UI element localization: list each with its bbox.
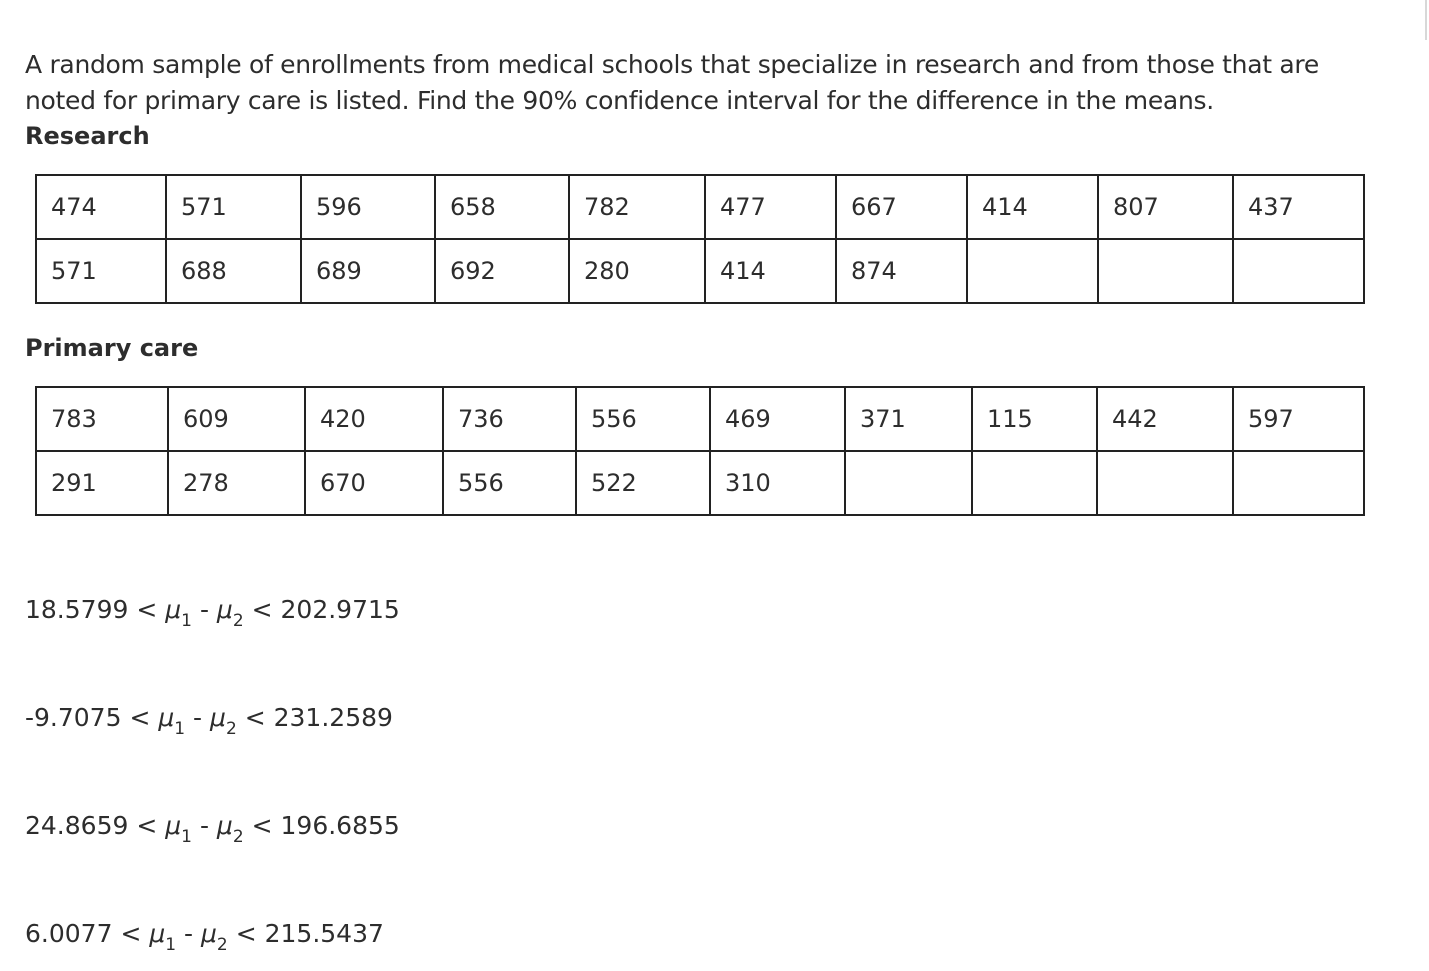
less-than: < [129, 703, 151, 732]
table-cell: 310 [709, 450, 846, 516]
table-cell: 783 [35, 386, 169, 452]
table-cell: 371 [844, 386, 973, 452]
minus: - [199, 595, 209, 624]
subscript: 2 [232, 611, 244, 631]
table-cell: 556 [442, 450, 577, 516]
table-cell: 278 [167, 450, 306, 516]
answer-option[interactable]: 24.8659 < μ1 - μ2 < 196.6855 [25, 811, 400, 847]
lower-bound: -9.7075 [25, 703, 122, 732]
scrollbar[interactable] [1425, 0, 1427, 40]
upper-bound: 196.6855 [280, 811, 400, 840]
less-than: < [251, 811, 273, 840]
table-cell: 782 [568, 174, 706, 240]
research-label: Research [25, 122, 150, 150]
subscript: 2 [232, 827, 244, 847]
lower-bound: 18.5799 [25, 595, 129, 624]
table-cell: 689 [300, 238, 436, 304]
mu-symbol: μ [210, 703, 226, 732]
table-cell: 437 [1232, 174, 1365, 240]
mu-symbol: μ [165, 811, 182, 840]
subscript: 1 [181, 827, 192, 847]
table-row: 571 688 689 692 280 414 874 [35, 238, 1365, 304]
mu-symbol: μ [165, 595, 182, 624]
table-cell [971, 450, 1098, 516]
table-cell: 474 [35, 174, 167, 240]
lower-bound: 6.0077 [25, 919, 113, 948]
less-than: < [136, 811, 158, 840]
table-cell: 469 [709, 386, 846, 452]
table-cell: 597 [1232, 386, 1365, 452]
subscript: 1 [165, 935, 177, 955]
table-cell: 414 [966, 174, 1099, 240]
answer-option[interactable]: 18.5799 < μ1 - μ2 < 202.9715 [25, 595, 400, 631]
table-cell [844, 450, 973, 516]
less-than: < [120, 919, 142, 948]
table-cell: 291 [35, 450, 169, 516]
answer-option[interactable]: 6.0077 < μ1 - μ2 < 215.5437 [25, 919, 384, 955]
table-cell: 736 [442, 386, 577, 452]
subscript: 1 [181, 611, 192, 631]
table-cell: 571 [35, 238, 167, 304]
mu-symbol: μ [216, 595, 233, 624]
table-cell: 670 [304, 450, 444, 516]
table-cell [1232, 450, 1365, 516]
mu-symbol: μ [201, 919, 217, 948]
table-cell [1097, 238, 1234, 304]
upper-bound: 215.5437 [264, 919, 384, 948]
table-cell: 658 [434, 174, 570, 240]
answer-option[interactable]: -9.7075 < μ1 - μ2 < 231.2589 [25, 703, 393, 739]
table-cell: 874 [835, 238, 968, 304]
primary-care-label: Primary care [25, 334, 199, 362]
table-cell: 556 [575, 386, 711, 452]
less-than: < [235, 919, 257, 948]
table-cell: 609 [167, 386, 306, 452]
subscript: 1 [174, 719, 186, 739]
minus: - [193, 703, 203, 732]
less-than: < [136, 595, 158, 624]
research-table: 474 571 596 658 782 477 667 414 807 437 571 688 689 6… [35, 174, 1365, 304]
table-cell: 688 [165, 238, 302, 304]
table-cell: 115 [971, 386, 1098, 452]
minus: - [184, 919, 194, 948]
primary-care-table: 783 609 420 736 556 469 371 115 442 597 291 278 670 5… [35, 386, 1365, 516]
mu-symbol: μ [149, 919, 166, 948]
subscript: 2 [225, 719, 237, 739]
mu-symbol: μ [216, 811, 233, 840]
table-row: 474 571 596 658 782 477 667 414 807 437 [35, 174, 1365, 240]
table-cell: 522 [575, 450, 711, 516]
table-cell: 414 [704, 238, 837, 304]
upper-bound: 231.2589 [273, 703, 393, 732]
lower-bound: 24.8659 [25, 811, 129, 840]
mu-symbol: μ [158, 703, 175, 732]
table-cell: 280 [568, 238, 706, 304]
table-cell: 667 [835, 174, 968, 240]
table-cell: 596 [300, 174, 436, 240]
table-cell: 692 [434, 238, 570, 304]
table-row: 783 609 420 736 556 469 371 115 442 597 [35, 386, 1365, 452]
table-cell: 807 [1097, 174, 1234, 240]
table-row: 291 278 670 556 522 310 [35, 450, 1365, 516]
less-than: < [251, 595, 273, 624]
question-text: A random sample of enrollments from medi… [25, 50, 1319, 115]
table-cell: 420 [304, 386, 444, 452]
table-cell [966, 238, 1099, 304]
table-cell: 477 [704, 174, 837, 240]
subscript: 2 [216, 935, 228, 955]
table-cell: 442 [1096, 386, 1234, 452]
table-cell [1096, 450, 1234, 516]
table-cell: 571 [165, 174, 302, 240]
less-than: < [244, 703, 266, 732]
minus: - [199, 811, 209, 840]
upper-bound: 202.9715 [280, 595, 400, 624]
table-cell [1232, 238, 1365, 304]
